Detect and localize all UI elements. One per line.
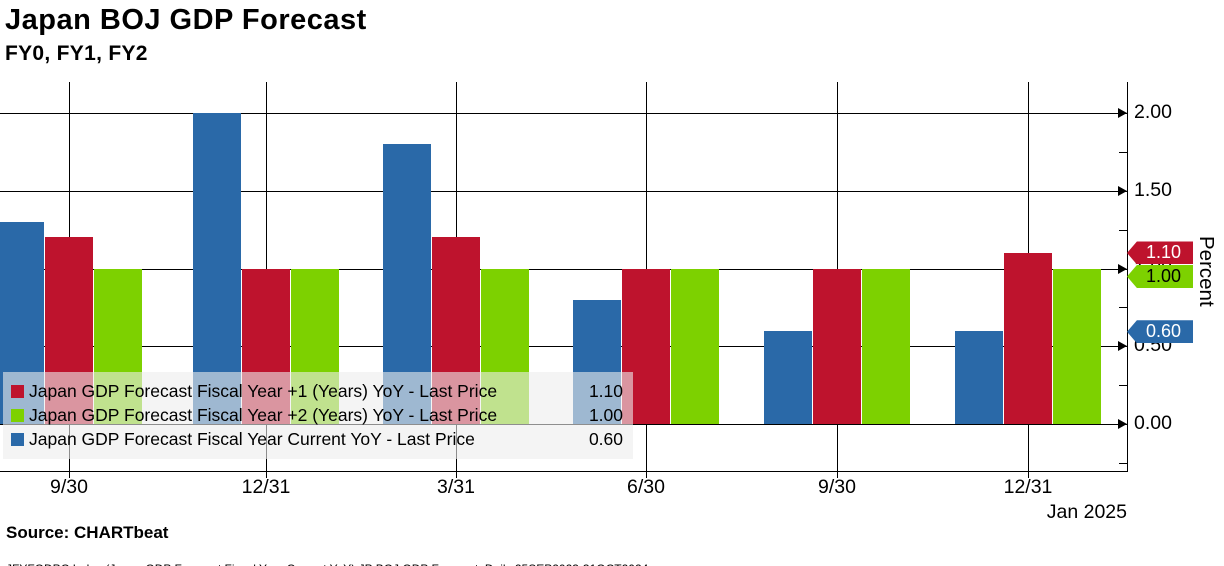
x-axis-label: 9/30 [50, 476, 88, 498]
page-title: Japan BOJ GDP Forecast [5, 4, 367, 36]
legend-swatch-icon [11, 408, 24, 422]
legend-label: Japan GDP Forecast Fiscal Year +1 (Years… [29, 380, 498, 401]
legend-item: Japan GDP Forecast Fiscal Year Current Y… [11, 427, 623, 451]
bar [862, 268, 910, 424]
y-axis-label: 1.50 [1134, 178, 1172, 201]
price-tag: 1.10 [1127, 241, 1193, 265]
legend-last-price: 0.60 [588, 428, 623, 449]
legend: Japan GDP Forecast Fiscal Year +1 (Years… [3, 372, 633, 459]
y-gridline [0, 268, 1127, 270]
y-tick-arrow [1118, 185, 1127, 196]
legend-item: Japan GDP Forecast Fiscal Year +1 (Years… [11, 379, 623, 403]
x-tick-mark [837, 472, 838, 478]
y-tick-arrow [1118, 108, 1127, 118]
x-tick-mark [646, 472, 647, 478]
x-axis-label: 12/31 [1003, 476, 1053, 498]
y-minor-tick [1119, 307, 1127, 309]
x-axis-label: 9/30 [818, 476, 856, 498]
bar [671, 268, 719, 424]
y-tick-arrow [1118, 263, 1127, 274]
legend-label: Japan GDP Forecast Fiscal Year Current Y… [29, 428, 475, 449]
page-subtitle: FY0, FY1, FY2 [5, 42, 148, 65]
source-label: Source: CHARTbeat [6, 523, 169, 542]
legend-swatch-icon [11, 432, 24, 446]
price-tag: 1.00 [1127, 265, 1193, 288]
bar [813, 268, 861, 424]
x-tick-mark [456, 472, 457, 478]
y-tick-arrow [1118, 341, 1127, 352]
y-axis-title: Percent [1195, 236, 1218, 307]
y-axis-label: 0.00 [1134, 412, 1172, 434]
price-tag: 0.60 [1127, 320, 1193, 344]
x-axis-label: 6/30 [627, 476, 665, 498]
y-minor-tick [1119, 385, 1127, 387]
x-tick-mark [69, 472, 70, 478]
legend-item: Japan GDP Forecast Fiscal Year +2 (Years… [11, 403, 623, 427]
y-gridline [0, 190, 1127, 192]
y-tick-arrow [1118, 419, 1127, 429]
x-axis-label: 3/31 [437, 476, 475, 498]
y-gridline [0, 346, 1127, 348]
x-axis-line [0, 471, 1128, 472]
x-axis-label: 12/31 [241, 476, 291, 498]
y-gridline [0, 113, 1127, 114]
y-minor-tick [1119, 462, 1127, 464]
x-axis-period-label: Jan 2025 [1046, 501, 1127, 523]
bar [1053, 268, 1101, 424]
legend-last-price: 1.10 [588, 380, 623, 401]
x-tick-mark [1028, 472, 1029, 478]
x-tick-mark [266, 472, 267, 478]
footer: JFYFGDPC Index (Japan GDP Forecast Fisca… [0, 548, 1224, 566]
legend-label: Japan GDP Forecast Fiscal Year +2 (Years… [29, 404, 498, 425]
legend-swatch-icon [11, 384, 24, 398]
bar [764, 330, 812, 424]
y-minor-tick [1119, 151, 1127, 153]
legend-last-price: 1.00 [588, 404, 623, 425]
y-minor-tick [1119, 229, 1127, 231]
footer-security-info: JFYFGDPC Index (Japan GDP Forecast Fisca… [6, 562, 648, 566]
bar [955, 330, 1003, 424]
bar [1004, 252, 1052, 424]
y-axis-label: 2.00 [1134, 101, 1172, 123]
